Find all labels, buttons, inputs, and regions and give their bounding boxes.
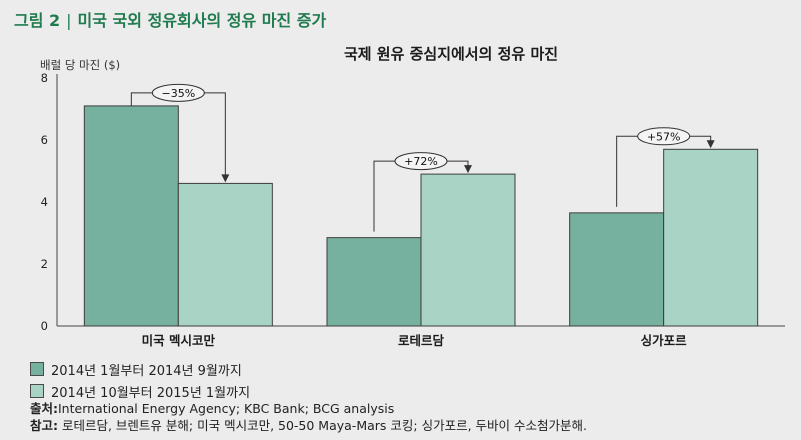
- annotation-label: +57%: [647, 130, 681, 143]
- legend-item-series-2: 2014년 10월부터 2015년 1월까지: [30, 380, 250, 402]
- annotation-label: +72%: [404, 155, 438, 168]
- legend-swatch-series-2: [30, 384, 44, 398]
- annotation-bubble: [637, 127, 691, 146]
- source-note: 출처:International Energy Agency; KBC Bank…: [30, 400, 587, 417]
- bar-3-series-1: [569, 212, 665, 327]
- annotation-arrowhead: [706, 140, 715, 149]
- notes: 출처:International Energy Agency; KBC Bank…: [30, 400, 587, 434]
- title-separator: |: [66, 11, 72, 30]
- figure-title-text: 미국 국외 정유회사의 정유 마진 증가: [77, 11, 327, 30]
- y-axis-label: 배럴 당 마진 ($): [40, 58, 120, 72]
- y-tick-label: 2: [41, 257, 48, 271]
- annotation-label: −35%: [161, 87, 195, 100]
- source-text: International Energy Agency; KBC Bank; B…: [58, 401, 395, 416]
- y-tick-label: 8: [41, 71, 48, 85]
- annotation-arrowhead: [464, 165, 472, 174]
- legend-swatch-series-1: [30, 362, 44, 376]
- legend-label-series-1: 2014년 1월부터 2014년 9월까지: [51, 363, 242, 379]
- legend-label-series-2: 2014년 10월부터 2015년 1월까지: [51, 385, 251, 401]
- legend: 2014년 1월부터 2014년 9월까지 2014년 10월부터 2015년 …: [30, 358, 250, 402]
- chart-title: 국제 원유 중심지에서의 정유 마진: [344, 45, 558, 63]
- bar-1-series-1: [83, 105, 179, 327]
- reference-note: 참고: 로테르담, 브렌트유 분해; 미국 멕시코만, 50-50 Maya-M…: [30, 417, 587, 434]
- x-tick-label: 미국 멕시코만: [142, 333, 216, 348]
- figure-label: 그림 2: [14, 11, 61, 30]
- figure-title: 그림 2 | 미국 국외 정유회사의 정유 마진 증가: [14, 7, 326, 31]
- y-tick-label: 4: [41, 195, 48, 209]
- annotation-arrowhead: [221, 174, 230, 183]
- bar-2-series-1: [326, 237, 422, 327]
- legend-item-series-1: 2014년 1월부터 2014년 9월까지: [30, 358, 250, 380]
- bar-3-series-2: [663, 148, 759, 327]
- x-tick-label: 로테르담: [398, 333, 445, 348]
- y-tick-label: 0: [41, 319, 48, 333]
- bar-1-series-2: [177, 182, 273, 327]
- x-tick-label: 싱가포르: [641, 333, 688, 348]
- annotation-bubble: [151, 83, 205, 102]
- y-tick-label: 6: [41, 133, 48, 147]
- annotation-bubble: [394, 152, 448, 171]
- source-label: 출처:: [30, 401, 58, 416]
- bar-2-series-2: [420, 173, 516, 327]
- reference-text: 로테르담, 브렌트유 분해; 미국 멕시코만, 50-50 Maya-Mars …: [61, 418, 587, 433]
- reference-label: 참고:: [30, 418, 58, 433]
